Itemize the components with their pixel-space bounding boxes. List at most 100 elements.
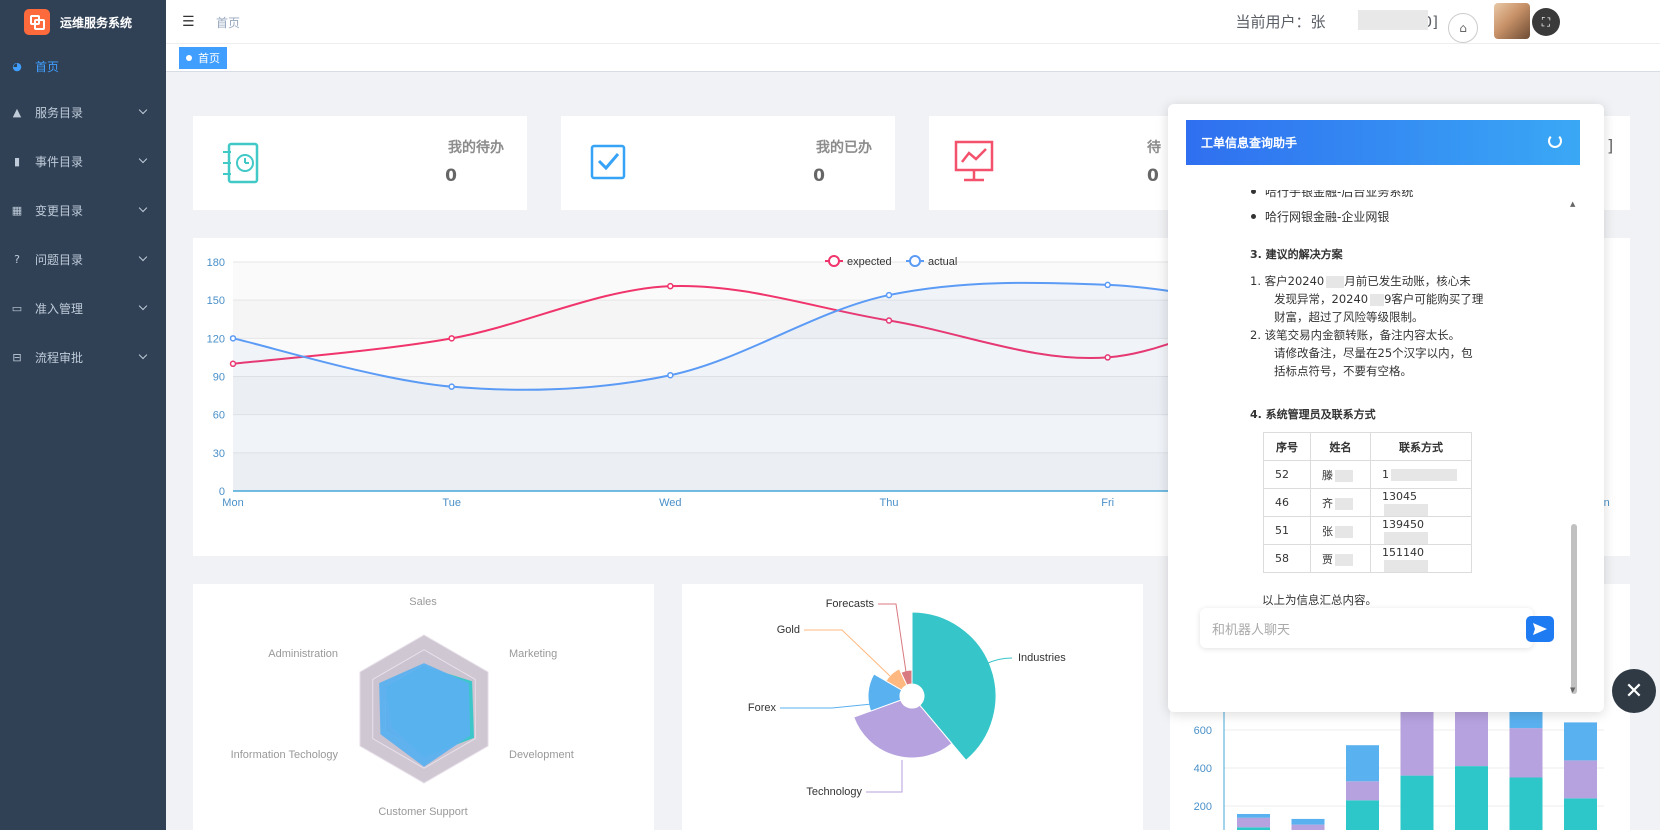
data-point: [885, 317, 893, 324]
user-icon: ▲: [12, 106, 22, 119]
y-tick-label: 180: [207, 257, 225, 269]
tag-home[interactable]: 首页: [179, 47, 227, 69]
solution-line: 请修改备注，尽量在25个汉字以内，包: [1274, 346, 1473, 360]
cell-text: 151140: [1382, 545, 1424, 559]
redaction-mask: [1335, 469, 1353, 482]
redaction-mask: [1335, 553, 1353, 566]
sidebar-item-2[interactable]: ▮ 事件目录: [0, 137, 166, 186]
cell-text: 139450: [1382, 517, 1424, 531]
solution-text: 1. 客户20240: [1250, 274, 1325, 288]
legend-label: expected: [847, 256, 892, 268]
card-fragment: ]: [1607, 136, 1614, 155]
radar-indicator-label: Marketing: [509, 648, 557, 660]
card-label: 我的待办: [448, 140, 504, 156]
bar-segment: [1346, 745, 1379, 782]
pie-label-line: [985, 657, 1013, 665]
dashboard-icon: ◕: [12, 59, 22, 73]
chat-input[interactable]: 和机器人聊天: [1200, 608, 1533, 648]
data-point: [229, 335, 237, 342]
pie-label: Forecasts: [826, 598, 875, 610]
bell-icon[interactable]: ⌂: [1448, 13, 1478, 43]
bullet-item: 哈行手银金融-后台业务系统: [1250, 190, 1413, 200]
data-point: [1104, 281, 1111, 289]
fullscreen-icon[interactable]: ⛶: [1532, 8, 1560, 36]
current-user-prefix: 当前用户：张: [1235, 13, 1326, 31]
sidebar-item-6[interactable]: ⊟ 流程审批: [0, 333, 166, 382]
legend-label: actual: [928, 256, 957, 268]
chevron-down-icon: [138, 105, 148, 115]
bar-segment: [1291, 818, 1325, 825]
table-header: 序号: [1263, 432, 1311, 461]
pie-label: Industries: [1018, 652, 1066, 664]
table-row: 52 滕 1: [1263, 460, 1472, 489]
cell-text: 贾: [1322, 552, 1333, 566]
y-tick-label: 60: [213, 410, 225, 422]
todo-card[interactable]: 我的待办 0: [193, 116, 527, 210]
solution-text: 月前已发生动账，核心未: [1344, 274, 1471, 288]
hamburger-icon[interactable]: ☰: [182, 14, 195, 30]
scroll-down-arrow[interactable]: ▼: [1570, 686, 1576, 694]
navbar: ☰ 首页 当前用户：张960] ⌂ ⛶: [166, 0, 1660, 44]
question-icon: ?: [14, 253, 20, 266]
radar-indicator-label: Administration: [268, 648, 338, 660]
scrollbar-thumb[interactable]: [1571, 524, 1577, 694]
sidebar-item-1[interactable]: ▲ 服务目录: [0, 88, 166, 137]
todo-icon: [223, 142, 259, 184]
table-row: 58 贾 151140: [1263, 544, 1472, 573]
card-label: 我的已办: [816, 140, 872, 156]
pie-label-line: [878, 603, 907, 673]
sidebar-item-label: 服务目录: [35, 106, 84, 120]
chevron-down-icon: [138, 203, 148, 213]
table-cell-id: 58: [1263, 544, 1311, 573]
sidebar-item-label: 准入管理: [35, 302, 84, 316]
y-tick-label: 30: [213, 448, 225, 460]
sidebar-item-4[interactable]: ? 问题目录: [0, 235, 166, 284]
pie-label: Gold: [777, 624, 800, 636]
send-button[interactable]: [1526, 616, 1554, 642]
sidebar-item-label: 变更目录: [35, 204, 84, 218]
radar-indicator-label: Sales: [409, 596, 437, 608]
sidebar-item-5[interactable]: ▭ 准入管理: [0, 284, 166, 333]
cell-text: 13045: [1382, 489, 1417, 503]
redaction-mask: [1370, 293, 1385, 306]
solution-line: 1. 客户20240 月前已发生动账，核心未: [1250, 272, 1471, 290]
close-chat-button[interactable]: ✕: [1612, 669, 1656, 713]
avatar[interactable]: [1494, 3, 1530, 39]
x-tick-label: Thu: [880, 497, 899, 509]
done-card[interactable]: 我的已办 0: [561, 116, 895, 210]
data-point: [229, 360, 237, 368]
refresh-icon[interactable]: [1548, 134, 1562, 148]
sidebar-item-0[interactable]: ◕ 首页: [0, 44, 166, 88]
cell-text: 1: [1382, 468, 1389, 481]
sidebar-item-3[interactable]: ▦ 变更目录: [0, 186, 166, 235]
chatbot-header: 工单信息查询助手: [1186, 120, 1580, 165]
scroll-up-arrow[interactable]: ▲: [1570, 200, 1576, 208]
card-value: 0: [445, 166, 457, 186]
bar-segment: [1564, 760, 1597, 799]
chatbot-window: 工单信息查询助手 ▲ ▼ 哈行手银金融-后台业务系统 哈行网银金融-企业网银 3…: [1168, 104, 1604, 712]
chevron-down-icon: [138, 301, 148, 311]
pie-chart: Industries Technology Forex Gold Forecasts: [748, 598, 1066, 798]
box-icon: ▭: [11, 302, 23, 315]
chatbot-title: 工单信息查询助手: [1201, 136, 1298, 150]
legend-marker: [909, 255, 921, 267]
table-row: 46 齐 13045: [1263, 488, 1472, 517]
data-point: [448, 335, 455, 342]
breadcrumb[interactable]: 首页: [216, 16, 241, 30]
solution-line: 2. 该笔交易内金额转账，备注内容太长。: [1250, 328, 1461, 342]
solution-text: 发现异常，20240: [1274, 292, 1369, 306]
sidebar-item-label: 事件目录: [35, 155, 84, 169]
cell-text: 46: [1275, 496, 1289, 509]
y-tick-label: 150: [207, 295, 225, 307]
redaction-mask: [1326, 275, 1345, 288]
table-cell-name: 齐: [1310, 488, 1371, 517]
send-icon: [1533, 623, 1547, 635]
admin-table: 序号 姓名 联系方式 52 滕 1 46 齐 13045 51 张 139450 58 贾 15114…: [1263, 432, 1472, 573]
bar-segment: [1346, 800, 1379, 830]
radar-indicator-label: Development: [509, 749, 574, 761]
document-icon: ▮: [13, 155, 21, 168]
y-tick-label: 120: [207, 333, 225, 345]
cell-text: 张: [1322, 524, 1333, 538]
table-cell-contact: 13045: [1370, 488, 1472, 517]
bar-segment: [1291, 824, 1325, 830]
